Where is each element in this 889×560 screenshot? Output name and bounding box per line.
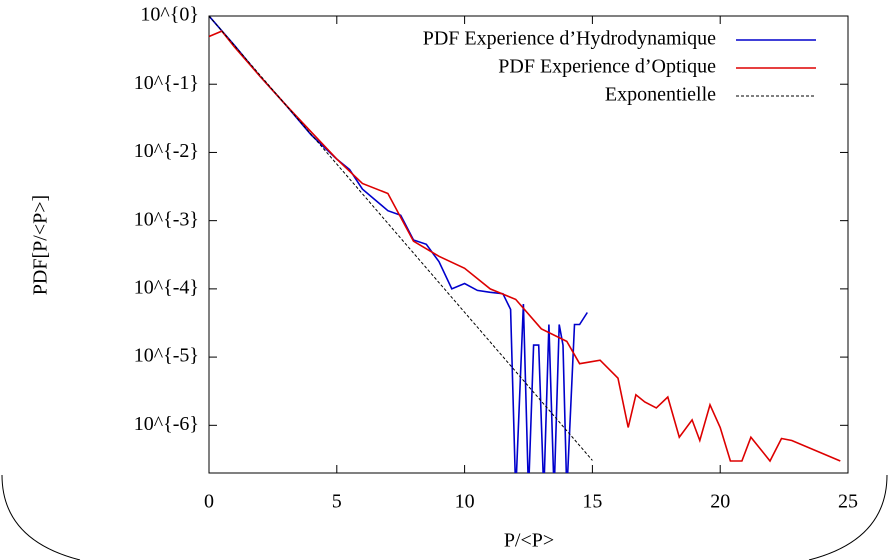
legend-label: PDF Experience d’Optique	[498, 56, 716, 78]
x-tick-label: 10	[455, 491, 475, 513]
x-axis-label: P/<P>	[504, 530, 554, 552]
y-tick-label: 10^{-1}	[134, 72, 199, 94]
y-tick-label: 10^{-5}	[134, 345, 199, 367]
series-line	[209, 30, 841, 463]
x-tick-label: 0	[204, 491, 214, 513]
x-tick-label: 20	[710, 491, 730, 513]
x-tick-label: 25	[838, 491, 858, 513]
y-tick-label: 10^{0}	[140, 4, 199, 26]
series-line	[209, 16, 588, 473]
plot-frame	[208, 15, 849, 474]
series-line	[209, 16, 593, 461]
decorative-border	[1, 474, 888, 560]
legend-label: Exponentielle	[605, 84, 716, 106]
y-axis-label: PDF[P/<P>]	[30, 195, 52, 295]
y-tick-label: 10^{-3}	[134, 208, 199, 230]
x-tick-label: 15	[582, 491, 602, 513]
plot-area	[209, 16, 841, 473]
y-tick-label: 10^{-6}	[134, 413, 199, 435]
y-tick-label: 10^{-4}	[134, 276, 199, 298]
y-tick-label: 10^{-2}	[134, 140, 199, 162]
x-tick-label: 5	[332, 491, 342, 513]
legend-label: PDF Experience d’Hydrodynamique	[423, 28, 716, 50]
